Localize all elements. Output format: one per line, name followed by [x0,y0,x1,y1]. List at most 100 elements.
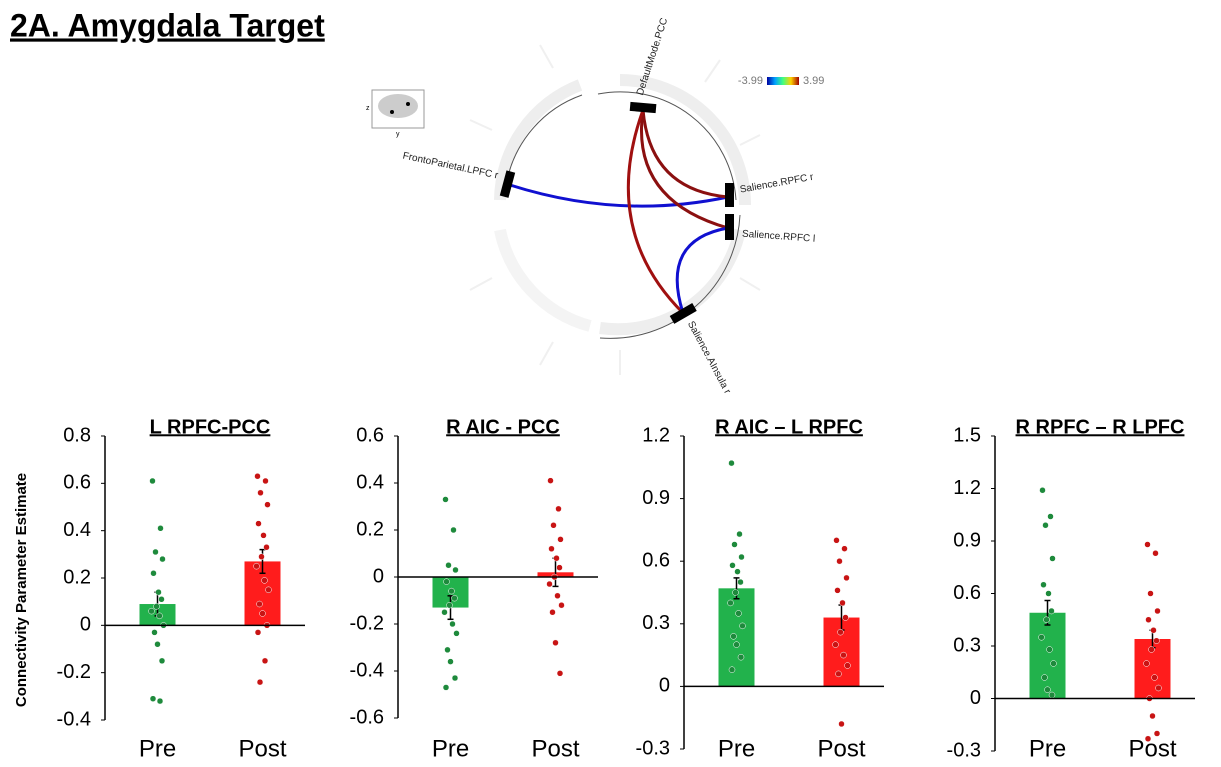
data-point [841,652,847,658]
data-point [1042,675,1048,681]
edge [628,110,683,313]
data-point [451,527,457,533]
data-point [1048,514,1054,520]
ring-tick [740,135,760,145]
data-point [257,679,263,685]
ring-tick [540,342,553,365]
chart-title: L RPFC-PCC [150,416,271,438]
data-point [1146,617,1152,623]
x-tick-label: Pre [718,735,755,762]
data-point [837,558,843,564]
data-point [556,506,562,512]
x-tick-label: Pre [139,735,176,762]
data-point [1041,582,1047,588]
data-point [1039,634,1045,640]
data-point [156,589,162,595]
data-point [551,522,557,528]
data-point [159,596,165,602]
connectogram: DefaultMode.PCC FrontoParietal.LPFC r Sa… [366,17,824,397]
data-point [549,546,555,552]
data-point [259,554,265,560]
data-point [149,608,155,614]
data-point [1047,647,1053,653]
data-point [834,537,840,543]
brain-icon-dot [390,110,394,114]
data-point [153,549,159,555]
y-tick-label: 0.2 [356,518,384,540]
data-point [558,536,564,542]
data-point [739,554,745,560]
data-point [1043,522,1049,528]
data-point [1148,591,1154,597]
y-tick-label: 0.6 [356,424,384,446]
y-tick-label: -0.3 [636,737,670,759]
data-point [838,629,844,635]
data-point [155,641,161,647]
data-point [1049,692,1055,698]
y-tick-label: 1.2 [642,424,670,446]
icon-axis-label: y [396,131,400,138]
y-tick-label: 1.5 [953,424,981,446]
y-tick-label: 0 [659,675,670,697]
data-point [450,621,456,627]
data-point [442,609,448,615]
y-tick-label: -0.3 [947,739,981,761]
ring-segment [500,230,590,326]
data-point [738,654,744,660]
data-point [257,601,263,607]
data-point [258,490,264,496]
y-tick-label: 0 [373,565,384,587]
data-point [1040,487,1046,493]
y-tick-label: 0.6 [953,582,981,604]
data-point [263,478,269,484]
data-point [448,659,454,665]
data-point [729,460,735,466]
x-tick-label: Post [817,735,865,762]
data-point [843,615,849,621]
data-point [1051,661,1057,667]
data-point [557,670,563,676]
x-tick-label: Post [531,735,579,762]
data-point [158,525,164,531]
x-tick-label: Post [238,735,286,762]
ring-outline [598,92,736,200]
data-point [1149,647,1155,653]
y-tick-label: 0.3 [953,634,981,656]
y-tick-label: 0.4 [356,471,384,493]
chart-title: R RPFC – R LPFC [1016,416,1185,438]
y-tick-label: 0.9 [953,529,981,551]
data-point [736,610,742,616]
data-point [550,609,556,615]
y-tick-label: 0.9 [642,487,670,509]
data-point [1152,675,1158,681]
data-point [836,671,842,677]
data-point [547,581,553,587]
y-tick-label: 1.2 [953,477,981,499]
data-point [151,570,157,576]
data-point [737,531,743,537]
node-label: Salience.RPFC r [739,172,815,196]
data-point [1044,617,1050,623]
y-tick-label: 0.4 [63,519,91,541]
data-point [555,593,561,599]
data-point [1150,713,1156,719]
y-tick-label: 0 [80,614,91,636]
data-point [553,640,559,646]
data-point [449,588,455,594]
data-point [731,633,737,639]
data-point [1156,685,1162,691]
data-point [740,623,746,629]
data-point [454,630,460,636]
data-point [559,602,565,608]
figure: 2A. Amygdala Target Connectivity Paramet… [0,0,1221,767]
y-tick-label: 0.8 [63,424,91,446]
data-point [842,546,848,552]
node-label: FrontoParietal.LPFC r [402,151,500,182]
data-point [733,590,739,596]
y-tick-label: -0.4 [57,708,91,730]
data-point [1049,608,1055,614]
data-point [452,675,458,681]
data-point [554,555,560,561]
data-point [444,579,450,585]
data-point [446,562,452,568]
